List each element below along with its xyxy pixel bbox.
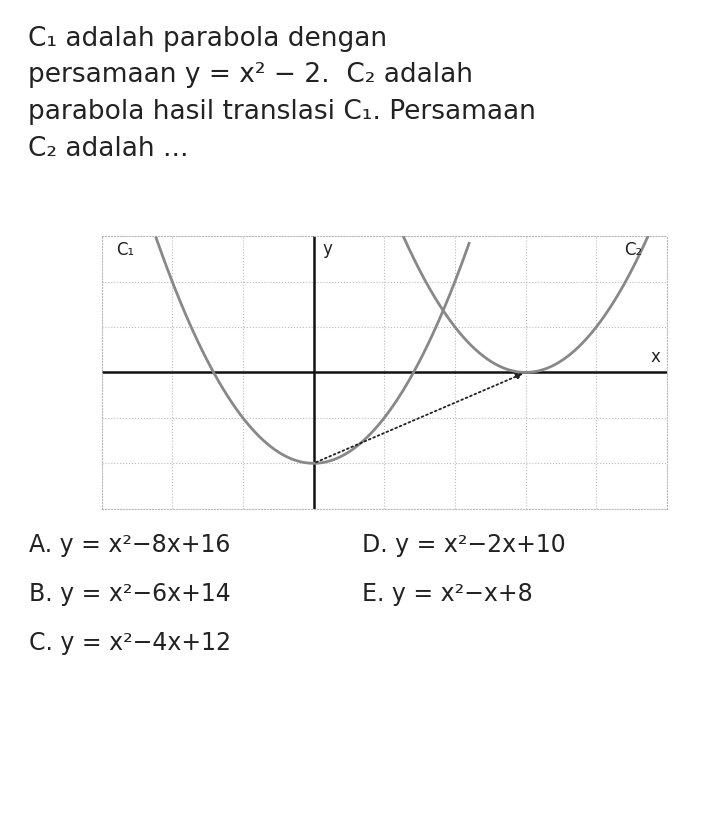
Text: parabola hasil translasi C₁. Persamaan: parabola hasil translasi C₁. Persamaan xyxy=(28,99,536,125)
Text: E. y = x²−x+8: E. y = x²−x+8 xyxy=(362,582,534,606)
Text: C₂: C₂ xyxy=(625,241,643,259)
Text: C₂ adalah ...: C₂ adalah ... xyxy=(28,136,188,162)
Text: y: y xyxy=(323,239,333,258)
Text: C. y = x²−4x+12: C. y = x²−4x+12 xyxy=(29,631,231,654)
Text: C₁: C₁ xyxy=(116,241,133,259)
Text: x: x xyxy=(650,348,660,366)
Text: B. y = x²−6x+14: B. y = x²−6x+14 xyxy=(29,582,231,606)
Text: D. y = x²−2x+10: D. y = x²−2x+10 xyxy=(362,533,566,557)
Text: persamaan y = x² − 2.  C₂ adalah: persamaan y = x² − 2. C₂ adalah xyxy=(28,62,473,88)
Text: A. y = x²−8x+16: A. y = x²−8x+16 xyxy=(29,533,231,557)
Text: C₁ adalah parabola dengan: C₁ adalah parabola dengan xyxy=(28,26,386,52)
